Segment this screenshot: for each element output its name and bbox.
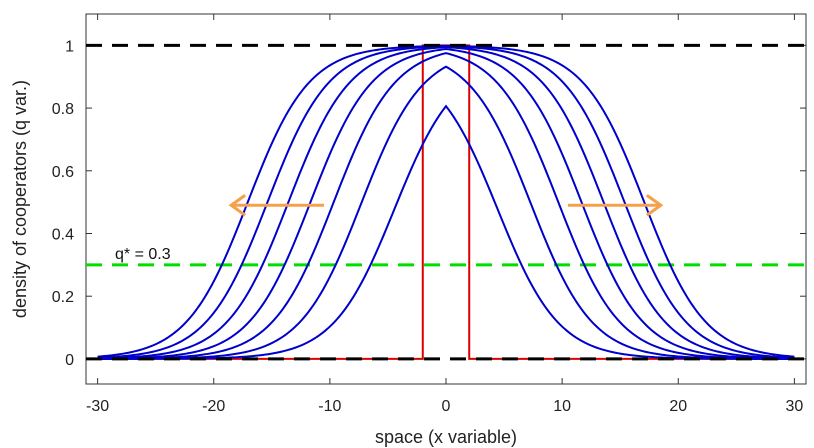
x-tick-label: 0 xyxy=(442,398,451,415)
profile-curve xyxy=(97,65,795,360)
y-axis-label: density of cooperators (q var.) xyxy=(10,80,30,318)
profile-curves xyxy=(86,43,806,361)
y-ticks: 0 0.2 0.4 0.6 0.8 1 xyxy=(52,38,806,369)
y-tick-label: 0.8 xyxy=(52,101,74,118)
profile-curve xyxy=(97,44,795,358)
arrow-head xyxy=(228,194,247,217)
x-tick-label: -30 xyxy=(86,398,109,415)
profile-curve xyxy=(97,104,795,360)
x-tick-label: -20 xyxy=(202,398,225,415)
x-ticks: -30 -20 -10 0 10 20 30 xyxy=(86,14,803,415)
x-tick-label: -10 xyxy=(318,398,341,415)
y-tick-label: 0 xyxy=(65,352,74,369)
y-tick-label: 0.6 xyxy=(52,164,74,181)
y-tick-label: 0.2 xyxy=(52,289,74,306)
x-tick-label: 30 xyxy=(785,398,803,415)
profile-curve xyxy=(97,48,795,360)
arrow-head xyxy=(645,194,664,217)
x-tick-label: 10 xyxy=(553,398,571,415)
spread-arrows xyxy=(228,194,664,217)
y-tick-label: 0.4 xyxy=(52,226,74,243)
x-tick-label: 20 xyxy=(669,398,687,415)
plot-area xyxy=(85,13,807,385)
y-tick-label: 1 xyxy=(65,38,74,55)
x-axis-label: space (x variable) xyxy=(375,427,517,447)
profile-curve xyxy=(97,52,795,360)
threshold-annotation: q* = 0.3 xyxy=(115,246,171,263)
